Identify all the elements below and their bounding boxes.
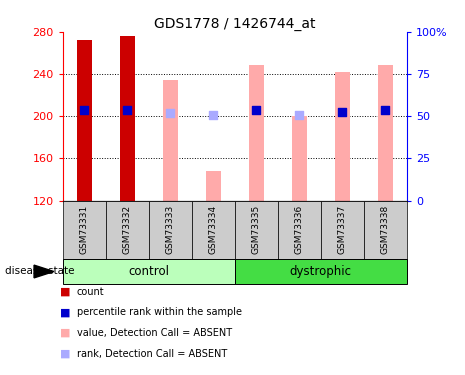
Text: control: control bbox=[128, 265, 169, 278]
Bar bbox=[106, 201, 149, 259]
Bar bbox=[235, 259, 407, 284]
Bar bbox=[249, 64, 264, 201]
Text: GSM73331: GSM73331 bbox=[80, 205, 89, 254]
Text: GSM73336: GSM73336 bbox=[295, 205, 304, 254]
Bar bbox=[364, 201, 407, 259]
Text: GSM73335: GSM73335 bbox=[252, 205, 261, 254]
Text: ■: ■ bbox=[60, 349, 71, 358]
Text: GSM73333: GSM73333 bbox=[166, 205, 175, 254]
Text: ■: ■ bbox=[60, 308, 71, 317]
Text: dystrophic: dystrophic bbox=[290, 265, 352, 278]
Point bbox=[166, 110, 174, 116]
Bar bbox=[206, 171, 221, 201]
Text: count: count bbox=[77, 287, 104, 297]
Bar bbox=[163, 80, 178, 201]
Point bbox=[210, 112, 217, 118]
Bar bbox=[235, 201, 278, 259]
Bar bbox=[77, 40, 92, 201]
Bar bbox=[335, 72, 350, 201]
Text: GSM73334: GSM73334 bbox=[209, 205, 218, 254]
Text: rank, Detection Call = ABSENT: rank, Detection Call = ABSENT bbox=[77, 349, 227, 358]
Text: GSM73338: GSM73338 bbox=[381, 205, 390, 254]
Bar bbox=[63, 259, 235, 284]
Point bbox=[382, 107, 389, 113]
Bar bbox=[321, 201, 364, 259]
Bar bbox=[192, 201, 235, 259]
Text: value, Detection Call = ABSENT: value, Detection Call = ABSENT bbox=[77, 328, 232, 338]
Point bbox=[252, 107, 260, 113]
Text: percentile rank within the sample: percentile rank within the sample bbox=[77, 308, 242, 317]
Point bbox=[296, 112, 303, 118]
Bar bbox=[120, 36, 135, 201]
Bar bbox=[63, 201, 106, 259]
Text: GSM73332: GSM73332 bbox=[123, 205, 132, 254]
Text: disease state: disease state bbox=[5, 267, 74, 276]
Point bbox=[124, 107, 131, 113]
Text: ■: ■ bbox=[60, 328, 71, 338]
Title: GDS1778 / 1426744_at: GDS1778 / 1426744_at bbox=[154, 17, 316, 31]
Polygon shape bbox=[34, 265, 54, 278]
Bar bbox=[278, 201, 321, 259]
Bar bbox=[292, 116, 307, 201]
Point bbox=[339, 109, 346, 115]
Text: GSM73337: GSM73337 bbox=[338, 205, 347, 254]
Bar bbox=[378, 64, 393, 201]
Text: ■: ■ bbox=[60, 287, 71, 297]
Bar bbox=[149, 201, 192, 259]
Point bbox=[80, 107, 88, 113]
